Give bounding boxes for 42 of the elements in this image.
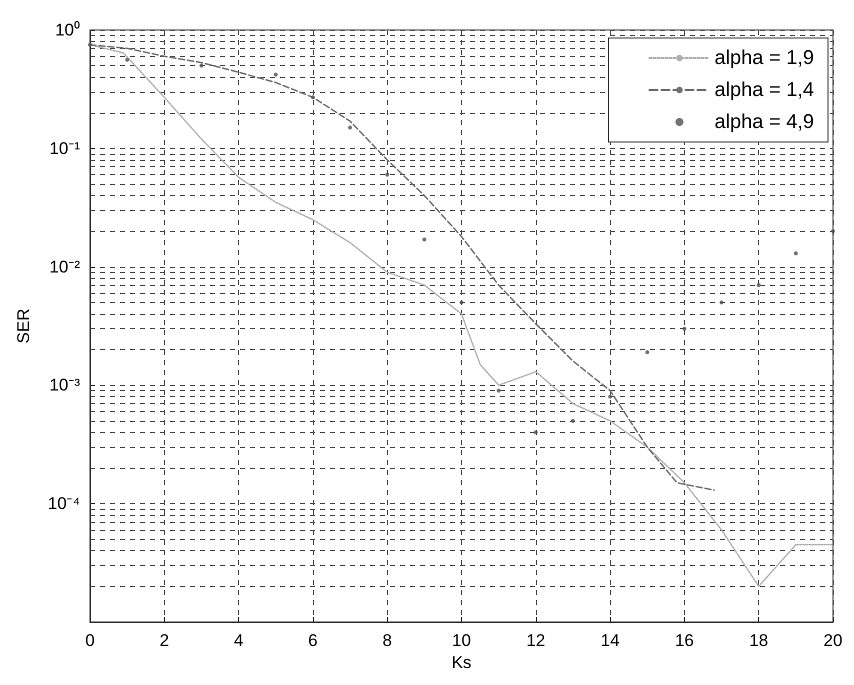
- point: [460, 300, 464, 304]
- y-tick-label: 10⁻²: [49, 257, 80, 276]
- point: [348, 126, 352, 130]
- point: [831, 229, 835, 234]
- y-tick-label: 10⁻¹: [49, 138, 80, 158]
- point: [422, 238, 426, 242]
- legend-label: alpha = 1,4: [714, 79, 814, 101]
- legend-label: alpha = 4,9: [714, 111, 814, 133]
- x-tick-label: 10: [452, 631, 471, 650]
- line-series: [89, 44, 715, 491]
- point: [608, 394, 612, 399]
- y-tick-label: 10⁻³: [49, 376, 80, 395]
- y-axis-title: SER: [14, 308, 33, 344]
- x-axis-title: Ks: [452, 653, 472, 672]
- point: [534, 430, 538, 434]
- point: [88, 42, 92, 47]
- point: [756, 283, 761, 288]
- legend-label: alpha = 1,9: [714, 47, 814, 69]
- point: [199, 64, 204, 68]
- y-tick-label: 10⁰: [55, 20, 80, 40]
- point: [682, 326, 686, 331]
- point: [570, 418, 575, 423]
- y-tick-label: 10⁻⁴: [48, 494, 80, 514]
- x-tick-label: 12: [526, 631, 546, 650]
- x-tick-label: 20: [824, 631, 842, 650]
- point: [720, 300, 724, 304]
- point: [645, 350, 650, 354]
- point: [310, 95, 315, 100]
- x-tick-label: 0: [85, 631, 95, 650]
- x-tick-label: 6: [308, 631, 318, 650]
- line-series: [89, 44, 834, 588]
- point: [125, 58, 130, 62]
- x-tick-label: 18: [749, 631, 768, 650]
- x-tick-label: 8: [382, 631, 392, 650]
- point: [385, 172, 390, 177]
- x-tick-label: 4: [234, 631, 244, 650]
- x-tick-label: 16: [674, 631, 694, 650]
- x-tick-label: 14: [600, 631, 620, 650]
- point: [496, 388, 501, 393]
- point: [794, 251, 798, 256]
- x-tick-label: 2: [160, 631, 170, 650]
- point: [274, 72, 278, 77]
